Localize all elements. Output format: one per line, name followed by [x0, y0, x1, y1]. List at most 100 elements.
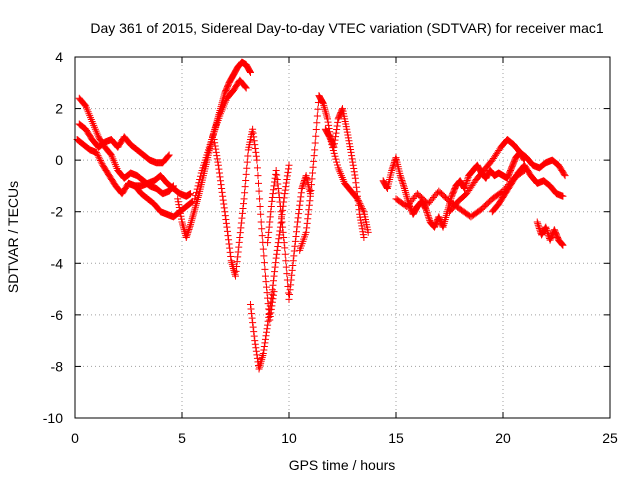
data-point-interp	[558, 240, 566, 248]
data-point-interp	[221, 212, 229, 220]
data-point-interp	[241, 183, 249, 191]
data-point-interp	[293, 223, 301, 231]
data-point-interp	[324, 118, 332, 126]
data-point-interp	[266, 312, 274, 320]
data-point-interp	[345, 137, 353, 145]
data-point-interp	[312, 126, 320, 134]
data-point-interp	[344, 131, 352, 139]
data-point-interp	[274, 243, 282, 251]
data-point	[343, 125, 351, 133]
data-point	[219, 192, 227, 200]
x-tick-label: 10	[281, 430, 297, 446]
series-arc8	[246, 161, 293, 373]
data-point-interp	[321, 105, 329, 113]
series-arc10	[296, 92, 372, 254]
data-point	[259, 350, 267, 358]
data-point-interp	[291, 242, 299, 250]
data-point-interp	[185, 225, 193, 233]
data-point-interp	[266, 218, 274, 226]
data-point-interp	[262, 332, 270, 340]
data-point-interp	[462, 180, 470, 188]
data-point-interp	[220, 200, 228, 208]
data-point-interp	[290, 247, 298, 255]
data-point	[187, 221, 195, 229]
data-point-interp	[304, 215, 312, 223]
data-point-interp	[299, 181, 307, 189]
data-point-interp	[98, 160, 106, 168]
data-point	[294, 218, 302, 226]
data-point-interp	[333, 122, 341, 130]
data-point	[324, 115, 332, 123]
data-point-interp	[274, 180, 282, 188]
x-tick-label: 5	[178, 430, 186, 446]
data-point-interp	[303, 219, 311, 227]
data-point-interp	[398, 176, 406, 184]
data-point	[264, 321, 272, 329]
data-point-interp	[288, 266, 296, 274]
data-point-interp	[282, 263, 290, 271]
data-point-interp	[221, 208, 229, 216]
data-point-interp	[192, 199, 200, 207]
data-point	[236, 234, 244, 241]
data-point-interp	[343, 128, 351, 136]
data-point-interp	[95, 153, 103, 161]
data-point-interp	[252, 152, 260, 160]
data-point-interp	[254, 172, 262, 180]
data-point-interp	[235, 243, 243, 251]
data-point	[272, 166, 280, 174]
data-point-interp	[237, 219, 245, 227]
data-point-interp	[268, 194, 276, 202]
data-point-interp	[264, 317, 272, 325]
data-point-interp	[189, 211, 197, 219]
data-point-interp	[297, 189, 305, 197]
y-tick-label: 0	[55, 152, 63, 168]
data-point-interp	[253, 354, 261, 362]
data-point-interp	[251, 141, 259, 149]
data-point-interp	[354, 197, 362, 205]
y-tick-label: -10	[43, 410, 63, 426]
data-point-interp	[295, 205, 303, 213]
data-point-interp	[235, 238, 243, 246]
data-point-interp	[263, 283, 271, 291]
data-point-interp	[286, 286, 294, 294]
data-point-interp	[250, 137, 258, 145]
data-point-interp	[266, 306, 274, 314]
data-point-interp	[348, 152, 356, 160]
data-point-interp	[461, 183, 469, 191]
data-point-interp	[423, 208, 431, 216]
data-point-interp	[291, 237, 299, 245]
data-point-interp	[388, 165, 396, 173]
x-tick-labels: 0 5 10 15 20 25	[71, 430, 618, 446]
data-point	[191, 195, 199, 203]
data-point-interp	[269, 281, 277, 289]
data-point-interp	[107, 150, 115, 158]
data-point	[298, 185, 306, 193]
data-point-interp	[176, 209, 184, 217]
data-point-interp	[276, 198, 284, 206]
data-point-interp	[251, 340, 259, 348]
data-point	[253, 156, 261, 164]
data-point-interp	[303, 224, 311, 232]
data-point-interp	[401, 186, 409, 194]
data-point-interp	[402, 190, 410, 198]
data-point-interp	[272, 170, 280, 178]
y-tick-label: 4	[55, 49, 63, 65]
data-point-interp	[273, 250, 281, 258]
data-point-interp	[279, 223, 287, 231]
data-point-interp	[248, 310, 256, 318]
data-point	[351, 174, 359, 182]
data-point-interp	[309, 163, 317, 171]
data-point-interp	[217, 177, 225, 185]
plot-frame	[74, 56, 611, 419]
data-point-interp	[257, 210, 265, 218]
data-point-interp	[226, 244, 234, 252]
data-point-interp	[389, 162, 397, 170]
data-point-interp	[314, 105, 322, 113]
data-point-interp	[192, 188, 200, 196]
data-point-interp	[348, 155, 356, 163]
data-point-interp	[266, 302, 274, 310]
data-point-interp	[188, 215, 196, 223]
data-point-interp	[312, 132, 320, 140]
data-point-interp	[211, 142, 219, 150]
data-point-interp	[222, 215, 230, 223]
